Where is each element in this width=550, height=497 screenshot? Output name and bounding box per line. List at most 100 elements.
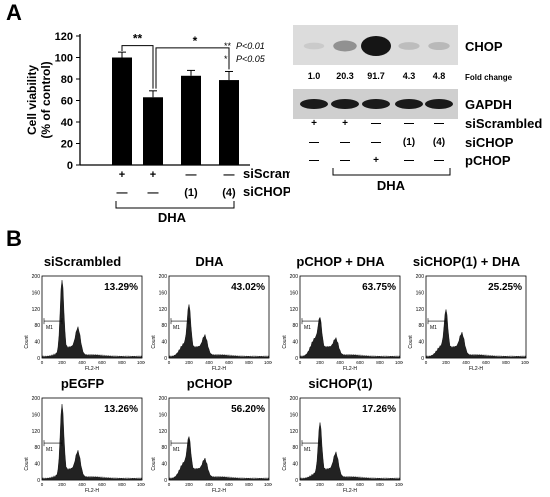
x-tick-label: 0 xyxy=(299,482,302,487)
x-tick-label: 600 xyxy=(356,482,364,487)
y-tick-label: 200 xyxy=(416,274,425,280)
x-tick-label: 600 xyxy=(225,360,233,365)
y-tick-label: 120 xyxy=(55,31,73,43)
x-tick-label: 400 xyxy=(336,360,344,365)
x-tick-label: 0 xyxy=(168,360,171,365)
x-tick-label: 200 xyxy=(185,360,193,365)
y-tick-label: 160 xyxy=(32,412,41,418)
x-axis-label: FL2-H xyxy=(85,366,99,372)
chop-band xyxy=(361,36,391,56)
y-tick-label: 0 xyxy=(37,478,40,484)
gapdh-band xyxy=(425,99,453,109)
y-tick-label: 200 xyxy=(32,274,41,280)
x-tick-label: 1000 xyxy=(264,360,272,365)
y-axis-label: Count xyxy=(282,335,288,349)
percent-label: 13.29% xyxy=(104,282,138,293)
x-tick-label: 800 xyxy=(245,360,253,365)
western-blot-panel: CHOP 1.0 20.3 91.7 4.3 4.8 Fold change GAPDH + + —… xyxy=(293,25,542,193)
x-tick-label: 1000 xyxy=(137,360,145,365)
chop-band xyxy=(428,42,450,50)
histogram-title: siCHOP(1) + DHA xyxy=(412,254,521,269)
x-axis-label: FL2-H xyxy=(469,366,483,372)
y-axis-label: Count xyxy=(282,457,288,471)
histogram-distribution xyxy=(299,422,401,481)
chop-band xyxy=(398,42,420,50)
x-tick-label: 200 xyxy=(185,482,193,487)
significance-bracket xyxy=(121,45,154,89)
condition-sign: — xyxy=(434,155,444,166)
chop-band xyxy=(303,42,325,50)
y-tick-label: 160 xyxy=(159,412,168,418)
x-tick-label: 800 xyxy=(376,360,384,365)
x-tick-label: 0 xyxy=(168,482,171,487)
gapdh-band xyxy=(300,99,328,109)
y-tick-label: 40 xyxy=(292,462,298,468)
y-tick-label: 100 xyxy=(55,53,73,65)
x-axis-label: FL2-H xyxy=(343,488,357,494)
m1-label: M1 xyxy=(304,447,311,453)
histogram-plot: 0 40 80 120 160 200 0 200 400 600 800 1000 Count FL2-… xyxy=(408,274,529,372)
percent-label: 63.75% xyxy=(362,282,396,293)
condition-sign: — xyxy=(404,118,414,129)
y-tick-label: 0 xyxy=(67,160,73,172)
y-axis-label: Count xyxy=(24,457,30,471)
y-tick-label: 200 xyxy=(32,396,41,402)
condition-sign: — xyxy=(117,187,128,199)
y-tick-label: 200 xyxy=(290,396,299,402)
x-tick-label: 1000 xyxy=(395,360,403,365)
m1-gate-marker xyxy=(301,318,321,325)
row-label: siCHOP xyxy=(243,184,290,199)
percent-label: 56.20% xyxy=(231,404,265,415)
y-tick-label: 40 xyxy=(161,340,167,346)
condition-sign: — xyxy=(309,155,319,166)
condition-sign: + xyxy=(150,169,156,181)
condition-sign: — xyxy=(186,169,197,181)
percent-label: 13.26% xyxy=(104,404,138,415)
gapdh-band xyxy=(395,99,423,109)
y-tick-label: 160 xyxy=(159,290,168,296)
bar xyxy=(181,75,201,165)
panel-b-label: B xyxy=(6,226,22,251)
y-tick-label: 0 xyxy=(37,356,40,362)
significance-bracket xyxy=(155,47,230,89)
condition-sign: (4) xyxy=(222,187,236,199)
x-axis-label: FL2-H xyxy=(343,366,357,372)
m1-label: M1 xyxy=(173,447,180,453)
significance-stars: ** xyxy=(133,32,143,46)
histogram-title: pCHOP xyxy=(186,376,233,391)
y-tick-label: 160 xyxy=(32,290,41,296)
row-label: siScrambled xyxy=(465,116,542,131)
condition-sign: — xyxy=(340,137,350,148)
x-tick-label: 400 xyxy=(78,482,86,487)
x-tick-label: 400 xyxy=(205,482,213,487)
histogram-title: pEGFP xyxy=(60,376,105,391)
y-tick-label: 0 xyxy=(295,478,298,484)
percent-label: 43.02% xyxy=(231,282,265,293)
viability-bar-chart: 0 20 40 60 80 100 120 Cell viability (% of contr… xyxy=(25,31,290,225)
histogram-plot: 0 40 80 120 160 200 0 200 400 600 800 1000 Count FL2-… xyxy=(24,274,145,372)
condition-sign: — xyxy=(309,137,319,148)
gapdh-band xyxy=(331,99,359,109)
histogram-distribution xyxy=(168,435,270,481)
x-tick-label: 1000 xyxy=(137,482,145,487)
condition-sign: (4) xyxy=(433,137,445,148)
condition-sign: + xyxy=(119,169,125,181)
y-tick-label: 80 xyxy=(292,323,298,329)
y-tick-label: 0 xyxy=(295,356,298,362)
condition-sign: — xyxy=(148,187,159,199)
condition-sign: — xyxy=(434,118,444,129)
histogram-distribution xyxy=(41,404,143,481)
y-tick-label: 80 xyxy=(292,445,298,451)
m1-label: M1 xyxy=(430,325,437,331)
x-tick-label: 600 xyxy=(98,360,106,365)
row-label: siCHOP xyxy=(465,135,514,150)
significance-stars: * xyxy=(193,34,198,48)
histogram-distribution xyxy=(299,316,401,359)
gapdh-label: GAPDH xyxy=(465,97,512,112)
y-tick-label: 200 xyxy=(159,396,168,402)
legend-stars: ** xyxy=(224,41,232,51)
x-tick-label: 1000 xyxy=(264,482,272,487)
y-tick-label: 200 xyxy=(290,274,299,280)
y-tick-label: 80 xyxy=(34,445,40,451)
x-tick-label: 0 xyxy=(41,360,44,365)
